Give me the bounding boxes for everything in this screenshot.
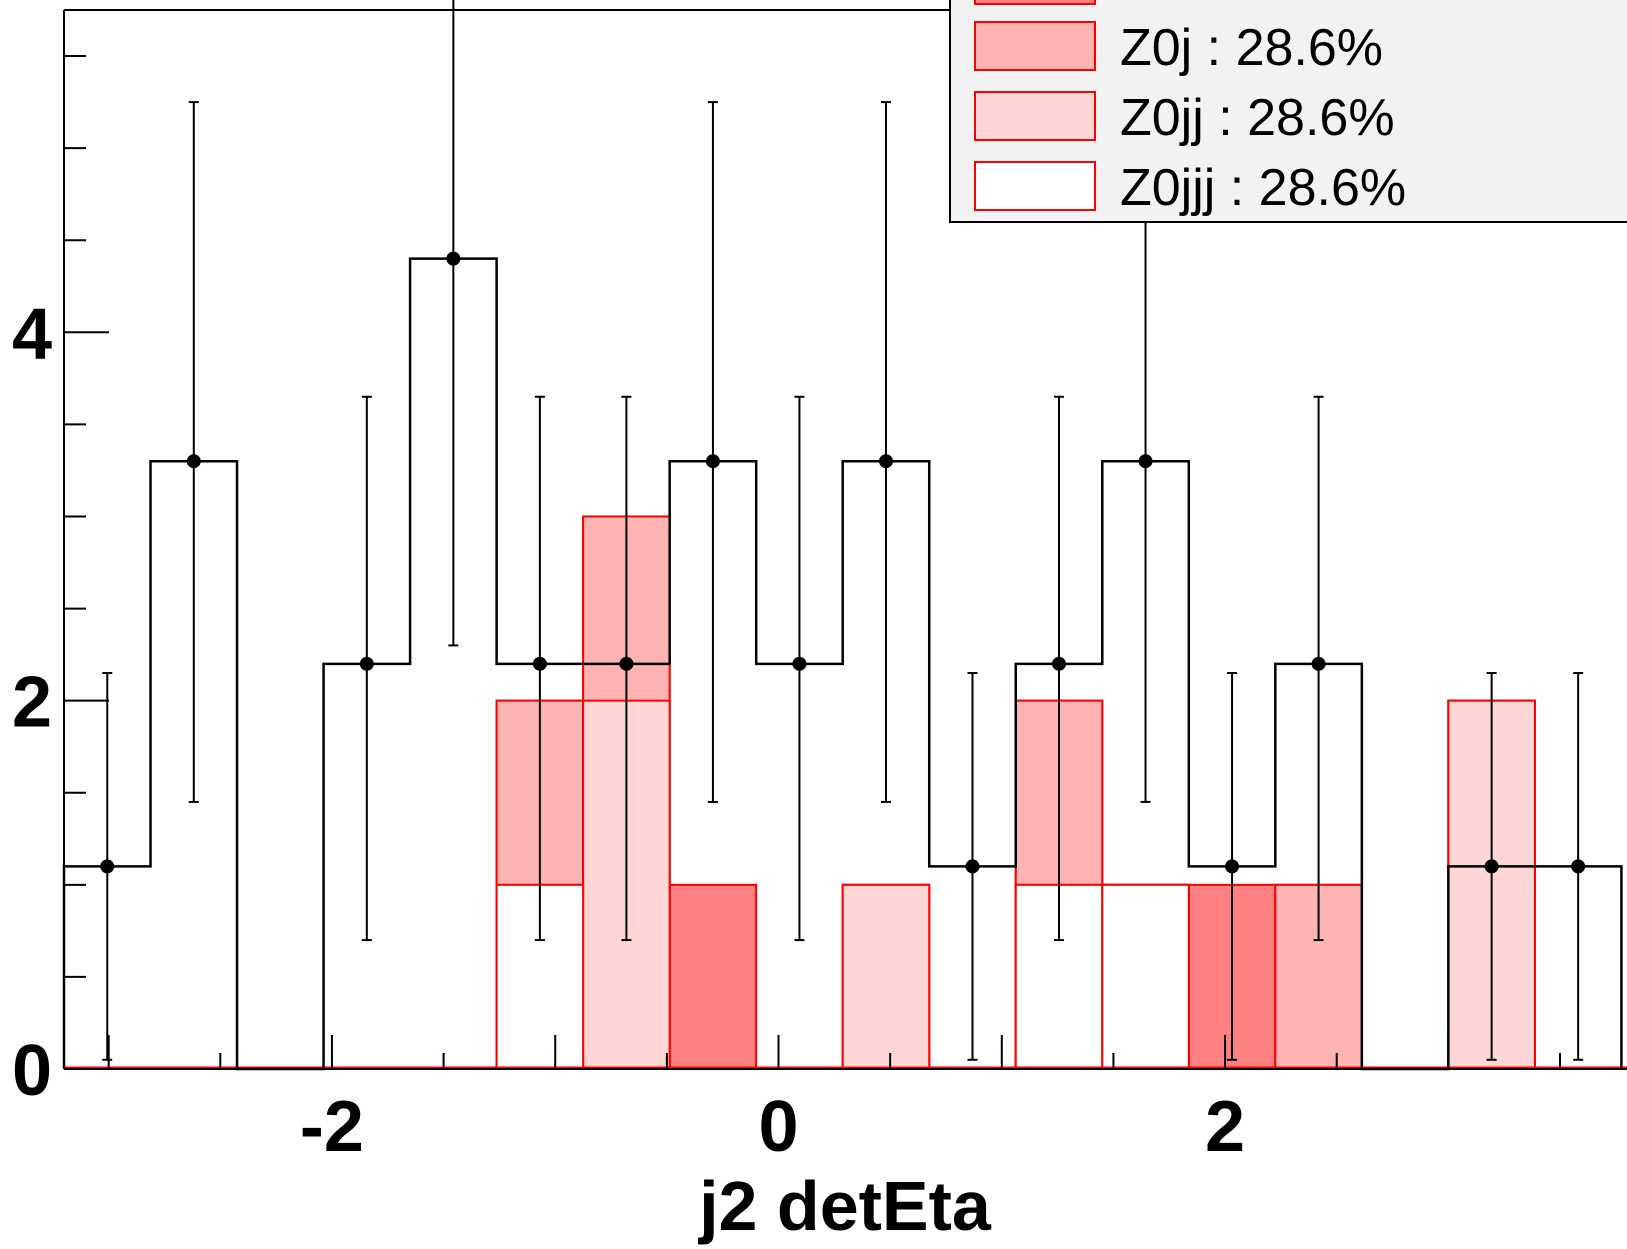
data-marker-11 [1052, 656, 1067, 671]
data-point-1 [186, 101, 201, 803]
y-tick-label-0: 0 [12, 1031, 52, 1111]
data-point-0 [100, 672, 115, 1061]
x-tick-label-2: 2 [1205, 1087, 1245, 1167]
legend-label-z0jj: Z0jj : 28.6% [1120, 89, 1395, 147]
y-tick-label-2: 2 [12, 663, 52, 743]
data-point-9 [878, 101, 893, 803]
stack-bar-z0jj-9 [841, 883, 931, 1071]
stack-bar-z0-7 [668, 883, 758, 1071]
x-tick-label-0: 0 [758, 1087, 798, 1167]
data-point-4 [446, 0, 461, 647]
data-marker-9 [878, 454, 893, 469]
x-axis-title: j2 detEta [697, 1167, 992, 1245]
data-point-5 [532, 395, 547, 942]
data-marker-13 [1225, 859, 1240, 874]
legend-label-z0j: Z0j : 28.6% [1120, 19, 1383, 77]
data-marker-3 [359, 656, 374, 671]
legend-swatch-z0j [974, 21, 1096, 71]
data-point-10 [965, 672, 980, 1061]
x-tick-label--2: -2 [300, 1087, 364, 1167]
data-point-13 [1225, 672, 1240, 1061]
legend: Z0j : 28.6% Z0jj : 28.6% Z0jjj : 28.6% [949, 0, 1627, 223]
data-point-7 [705, 101, 720, 803]
legend-entry-z0jjj: Z0jjj : 28.6% [974, 159, 1406, 217]
data-marker-17 [1571, 859, 1586, 874]
stack-bar-z0jjj-12 [1101, 883, 1190, 1071]
stacked-histogram [64, 515, 1627, 1071]
data-marker-1 [186, 454, 201, 469]
legend-label-z0jjj: Z0jjj : 28.6% [1120, 159, 1406, 217]
legend-swatch-z0jjj [974, 161, 1096, 211]
legend-entry-z0jj: Z0jj : 28.6% [974, 89, 1395, 147]
data-point-11 [1052, 395, 1067, 942]
data-marker-5 [532, 656, 547, 671]
data-point-3 [359, 395, 374, 942]
data-marker-7 [705, 454, 720, 469]
data-marker-14 [1311, 656, 1326, 671]
data-marker-12 [1138, 454, 1153, 469]
data-marker-6 [619, 656, 634, 671]
data-marker-0 [100, 859, 115, 874]
data-marker-8 [792, 656, 807, 671]
data-point-8 [792, 395, 807, 942]
data-marker-10 [965, 859, 980, 874]
legend-swatch-partial [974, 0, 1096, 5]
axes: 0 2 4 -2 0 2 [12, 9, 1627, 1167]
legend-swatch-z0jj [974, 91, 1096, 141]
data-point-16 [1484, 672, 1499, 1061]
data-marker-4 [446, 251, 461, 266]
data-point-17 [1571, 672, 1586, 1061]
data-marker-16 [1484, 859, 1499, 874]
data-point-14 [1311, 395, 1326, 942]
y-tick-label-4: 4 [12, 294, 52, 374]
data-point-6 [619, 395, 634, 942]
legend-entry-z0j: Z0j : 28.6% [974, 19, 1383, 77]
